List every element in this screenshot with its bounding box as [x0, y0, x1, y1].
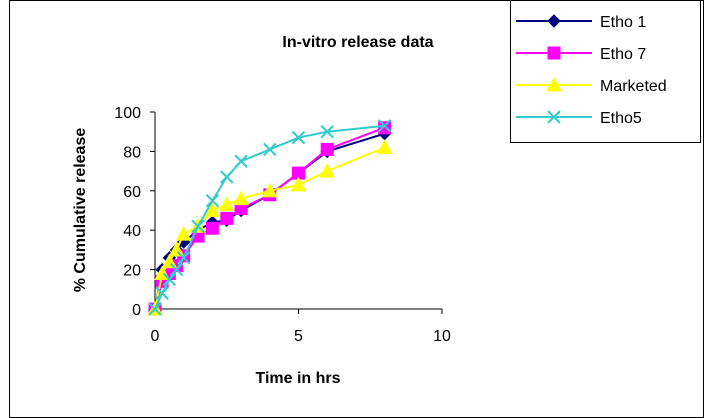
x-marker-stroke — [191, 219, 205, 233]
legend-marker — [547, 14, 561, 28]
data-point — [205, 221, 219, 235]
x-tick-label: 0 — [151, 328, 160, 345]
legend-marker — [547, 46, 561, 60]
data-point — [234, 154, 248, 168]
x-tick-label: 5 — [294, 328, 303, 345]
series-layer — [147, 119, 393, 316]
x-marker-stroke — [148, 302, 162, 316]
x-marker-stroke — [205, 193, 220, 208]
x-marker-stroke — [155, 286, 169, 300]
data-point — [175, 226, 192, 241]
data-point — [291, 130, 306, 145]
data-point — [162, 272, 177, 287]
legend-marker — [547, 110, 561, 124]
x-marker-stroke — [291, 130, 306, 145]
data-point — [155, 286, 169, 300]
data-point — [205, 193, 220, 208]
x-marker-stroke — [169, 262, 184, 277]
legend-entry: Marketed — [516, 76, 667, 95]
plot-area — [155, 112, 442, 309]
legend-entry: Etho 7 — [516, 46, 646, 63]
x-marker-stroke — [162, 272, 177, 287]
data-point — [220, 170, 234, 184]
data-point — [233, 190, 249, 206]
data-point — [376, 139, 393, 154]
y-tick-label: 20 — [123, 263, 141, 280]
x-marker-stroke — [547, 110, 561, 124]
x-marker-stroke — [234, 154, 248, 168]
y-axis-label: % Cumulative release — [72, 128, 89, 293]
x-tick-label: 10 — [433, 328, 451, 345]
legend-items: Etho 1 Etho 7 Marketed Etho5 — [516, 14, 667, 127]
x-marker-stroke — [320, 124, 334, 139]
legend: Etho 1 Etho 7 Marketed Etho5 — [510, 0, 701, 143]
y-tick-label: 0 — [132, 302, 141, 319]
data-point — [320, 142, 334, 156]
x-marker-stroke — [220, 170, 234, 184]
series-4 — [148, 119, 392, 316]
x-marker-stroke — [176, 251, 191, 265]
y-tick-label: 80 — [123, 144, 141, 161]
data-point — [319, 163, 336, 178]
data-point — [148, 302, 162, 316]
legend-label: Etho5 — [600, 110, 642, 127]
axes: 0 20 40 60 80 100 0 5 10 — [114, 105, 451, 345]
legend-label: Marketed — [600, 78, 667, 95]
data-point — [378, 121, 392, 135]
data-point — [168, 241, 185, 257]
data-point — [261, 182, 278, 198]
y-tick-label: 100 — [114, 105, 141, 122]
data-point — [377, 119, 392, 133]
legend-marker — [546, 76, 562, 92]
x-marker-stroke — [377, 119, 392, 133]
data-point — [263, 142, 277, 157]
legend-box — [510, 0, 701, 143]
legend-entry: Etho5 — [516, 110, 642, 127]
legend-label: Etho 1 — [600, 14, 646, 31]
data-point — [320, 124, 334, 139]
data-point — [204, 202, 221, 217]
legend-entry: Etho 1 — [516, 14, 646, 31]
legend-label: Etho 7 — [600, 46, 646, 63]
x-axis-label: Time in hrs — [255, 370, 340, 387]
data-point — [191, 219, 205, 233]
x-marker-stroke — [263, 142, 277, 157]
data-point — [176, 251, 191, 265]
data-point — [218, 196, 235, 212]
data-point — [161, 253, 178, 269]
chart-title: In-vitro release data — [282, 34, 433, 51]
data-point — [220, 211, 234, 225]
data-point — [169, 262, 184, 277]
y-tick-label: 60 — [123, 184, 141, 201]
y-tick-label: 40 — [123, 223, 141, 240]
data-point — [290, 176, 307, 192]
